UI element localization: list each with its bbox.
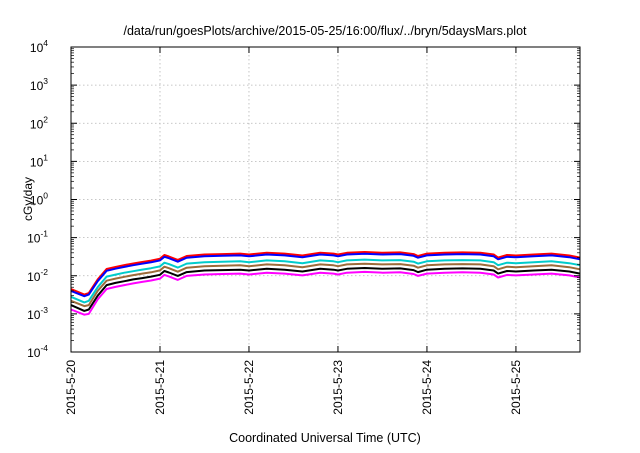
y-tick-exponent: 3 [43,76,48,86]
y-tick-label: 104 [30,38,48,55]
y-tick-exponent: -1 [40,229,48,239]
y-tick-exponent: -4 [40,343,48,353]
y-tick-exponent: -2 [40,267,48,277]
chart-title: /data/run/goesPlots/archive/2015-05-25/1… [123,24,527,38]
x-tick-label: 2015-5-23 [331,360,345,415]
y-tick-label: 101 [30,152,48,169]
series-line-1 [70,251,581,296]
x-tick-label: 2015-5-20 [64,360,78,415]
series-line-5 [70,267,581,312]
y-tick-exponent: -3 [40,305,48,315]
y-tick-label: 10-4 [27,343,48,360]
y-tick-label: 10-2 [27,267,48,284]
y-tick-exponent: 1 [43,152,48,162]
x-axis-label: Coordinated Universal Time (UTC) [229,431,421,445]
y-tick-label: 102 [30,114,48,131]
y-tick-exponent: 0 [43,191,48,201]
series-line-2 [70,252,581,298]
y-tick-exponent: 2 [43,114,48,124]
x-tick-label: 2015-5-25 [509,360,523,415]
series-layer [70,251,581,316]
x-tick-label: 2015-5-22 [242,360,256,415]
series-line-4 [70,262,581,308]
grid-lines [70,47,580,352]
y-tick-exponent: 4 [43,38,48,48]
x-axis-ticks: 2015-5-20 2015-5-21 2015-5-22 2015-5-23 2015… [64,47,523,415]
y-tick-label: 10-1 [27,229,48,246]
y-tick-label: 103 [30,76,48,93]
y-tick-label: 10-3 [27,305,48,322]
series-line-3 [70,258,581,304]
series-line-6 [70,270,581,316]
x-tick-label: 2015-5-21 [153,360,167,415]
y-axis-label: cGy/day [21,177,35,221]
x-tick-label: 2015-5-24 [420,360,434,415]
